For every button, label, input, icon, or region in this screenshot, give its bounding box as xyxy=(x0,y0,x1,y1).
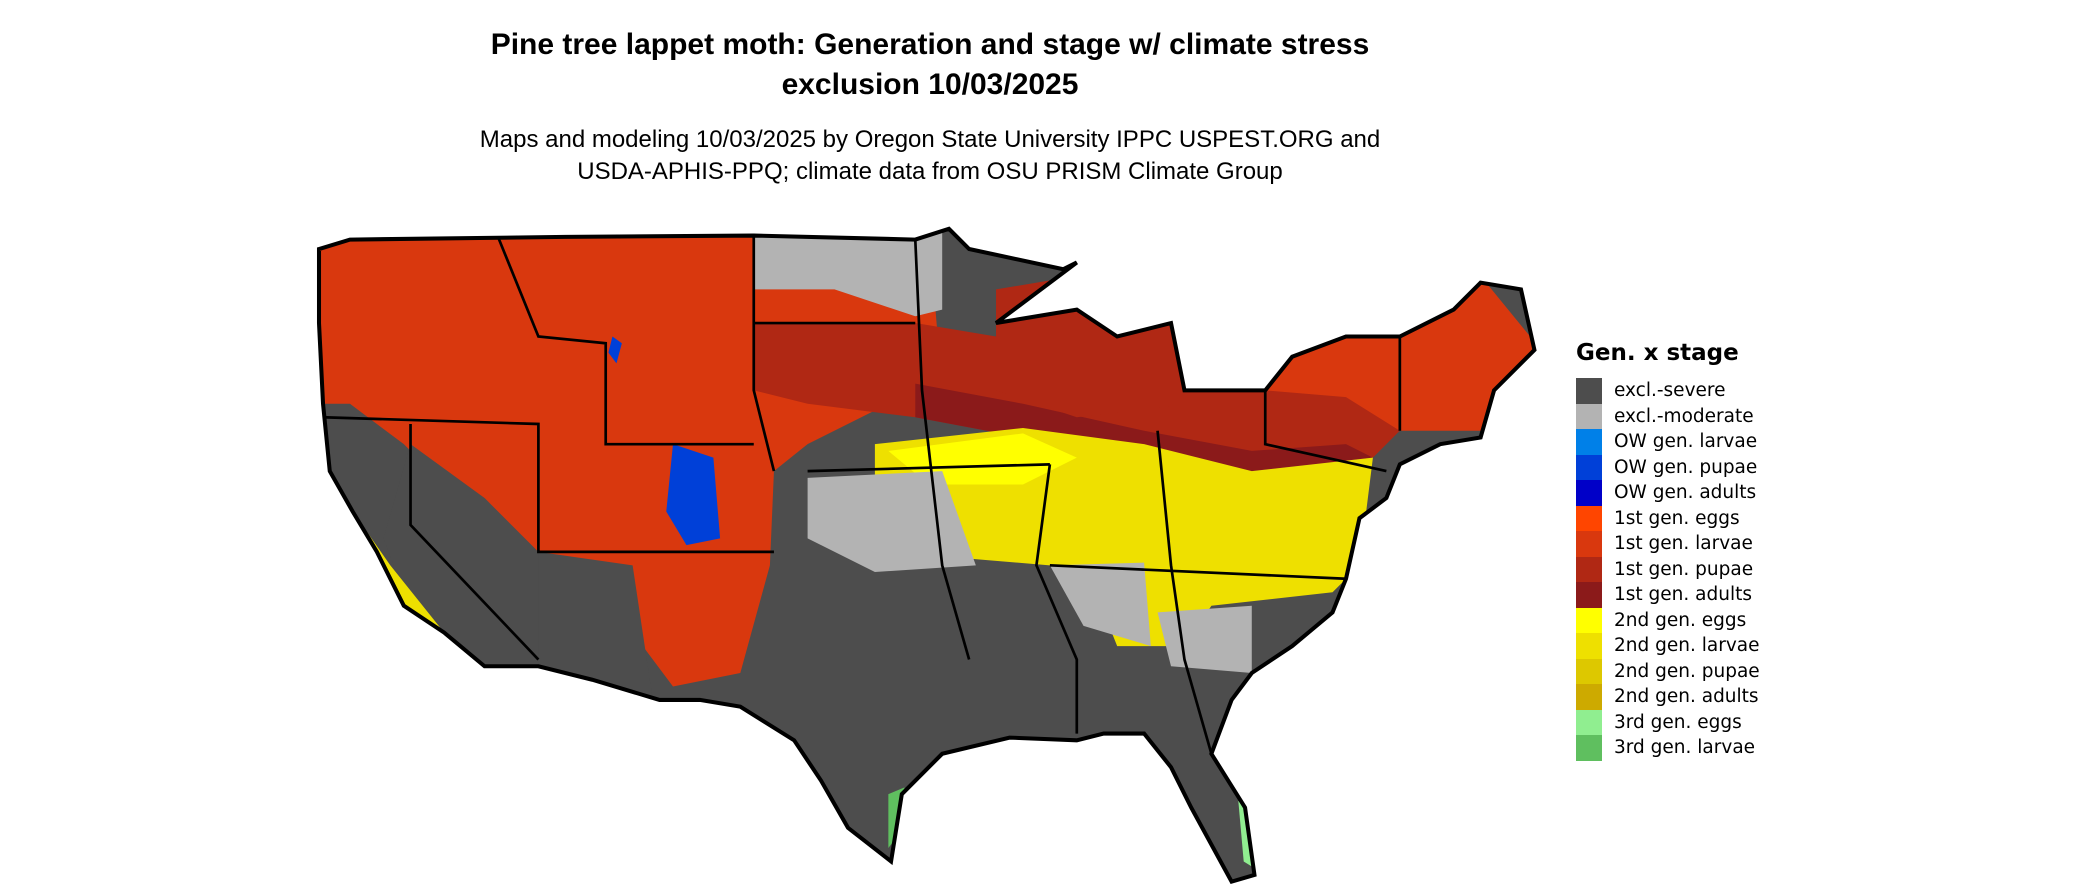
legend-item: excl.-severe xyxy=(1576,378,1760,404)
legend-swatch xyxy=(1576,556,1602,582)
legend-item: OW gen. larvae xyxy=(1576,429,1760,455)
legend-item: 2nd gen. eggs xyxy=(1576,607,1760,633)
legend-item: 1st gen. eggs xyxy=(1576,505,1760,531)
legend-label: 1st gen. adults xyxy=(1614,584,1752,606)
legend-label: excl.-moderate xyxy=(1614,405,1754,427)
state-borders xyxy=(322,235,1402,755)
legend-item: 2nd gen. larvae xyxy=(1576,633,1760,659)
legend-label: 2nd gen. eggs xyxy=(1614,609,1747,631)
legend-swatch xyxy=(1576,607,1602,633)
region-excl-moderate-southeast xyxy=(1157,605,1252,673)
legend-label: 1st gen. eggs xyxy=(1614,507,1740,529)
region-1st-gen-pupae-great-lakes xyxy=(996,275,1192,418)
legend-swatch xyxy=(1576,735,1602,761)
legend-item: 3rd gen. eggs xyxy=(1576,709,1760,735)
legend-item: 2nd gen. pupae xyxy=(1576,658,1760,684)
legend-item: 3rd gen. larvae xyxy=(1576,735,1760,761)
legend-title: Gen. x stage xyxy=(1576,340,1739,366)
legend-label: 2nd gen. larvae xyxy=(1614,635,1760,657)
legend-swatch xyxy=(1576,454,1602,480)
legend: Gen. x stage excl.-severe excl.-moderate O… xyxy=(1576,340,1760,761)
region-excl-moderate-dakotas xyxy=(753,231,943,317)
legend-label: 1st gen. pupae xyxy=(1614,558,1754,580)
legend-item: OW gen. adults xyxy=(1576,480,1760,506)
region-1st-gen-adults-midwest xyxy=(915,383,1373,472)
legend-label: 3rd gen. larvae xyxy=(1614,737,1756,759)
map-subtitle-line1: Maps and modeling 10/03/2025 by Oregon S… xyxy=(479,126,1381,153)
legend-label: 1st gen. larvae xyxy=(1614,533,1753,555)
legend-swatch xyxy=(1576,531,1602,557)
legend-item: 1st gen. adults xyxy=(1576,582,1760,608)
legend-item: 1st gen. pupae xyxy=(1576,556,1760,582)
legend-swatch xyxy=(1576,505,1602,531)
region-1st-gen-larvae-northeast xyxy=(1265,275,1535,431)
us-outline xyxy=(316,226,1537,885)
legend-label: OW gen. pupae xyxy=(1614,456,1758,478)
region-excl-moderate-tennessee xyxy=(1049,562,1151,647)
legend-item: excl.-moderate xyxy=(1576,403,1760,429)
legend-items: excl.-severe excl.-moderate OW gen. larvae… xyxy=(1576,378,1760,761)
legend-label: OW gen. larvae xyxy=(1614,431,1758,453)
legend-swatch xyxy=(1576,658,1602,684)
legend-swatch xyxy=(1576,709,1602,735)
legend-swatch xyxy=(1576,378,1602,404)
region-ow-gen-pupae-rockies xyxy=(608,336,622,364)
legend-label: 2nd gen. pupae xyxy=(1614,660,1760,682)
region-ow-gen-pupae-colorado xyxy=(666,444,721,546)
legend-item: OW gen. pupae xyxy=(1576,454,1760,480)
legend-item: 1st gen. larvae xyxy=(1576,531,1760,557)
legend-swatch xyxy=(1576,684,1602,710)
legend-label: 2nd gen. adults xyxy=(1614,686,1759,708)
legend-label: excl.-severe xyxy=(1614,380,1726,402)
legend-swatch xyxy=(1576,633,1602,659)
legend-label: 3rd gen. eggs xyxy=(1614,711,1742,733)
legend-label: OW gen. adults xyxy=(1614,482,1757,504)
legend-swatch xyxy=(1576,582,1602,608)
map-title-line1: Pine tree lappet moth: Generation and st… xyxy=(490,28,1370,61)
region-excl-severe-az xyxy=(538,551,653,700)
map-subtitle-line2: USDA-APHIS-PPQ; climate data from OSU PR… xyxy=(577,158,1283,185)
legend-swatch xyxy=(1576,429,1602,455)
map-title-line2: exclusion 10/03/2025 xyxy=(781,68,1079,101)
legend-swatch xyxy=(1576,480,1602,506)
legend-swatch xyxy=(1576,403,1602,429)
legend-item: 2nd gen. adults xyxy=(1576,684,1760,710)
